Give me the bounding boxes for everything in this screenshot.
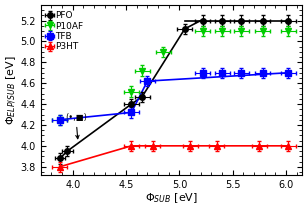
Legend: PFO, P10AF, TFB, P3HT: PFO, P10AF, TFB, P3HT: [45, 9, 85, 53]
Y-axis label: $\Phi_{ELP/SUB}$ [eV]: $\Phi_{ELP/SUB}$ [eV]: [5, 55, 19, 125]
Text: (•,■): (•,■): [65, 113, 87, 139]
X-axis label: $\Phi_{SUB}$ [eV]: $\Phi_{SUB}$ [eV]: [145, 191, 198, 205]
